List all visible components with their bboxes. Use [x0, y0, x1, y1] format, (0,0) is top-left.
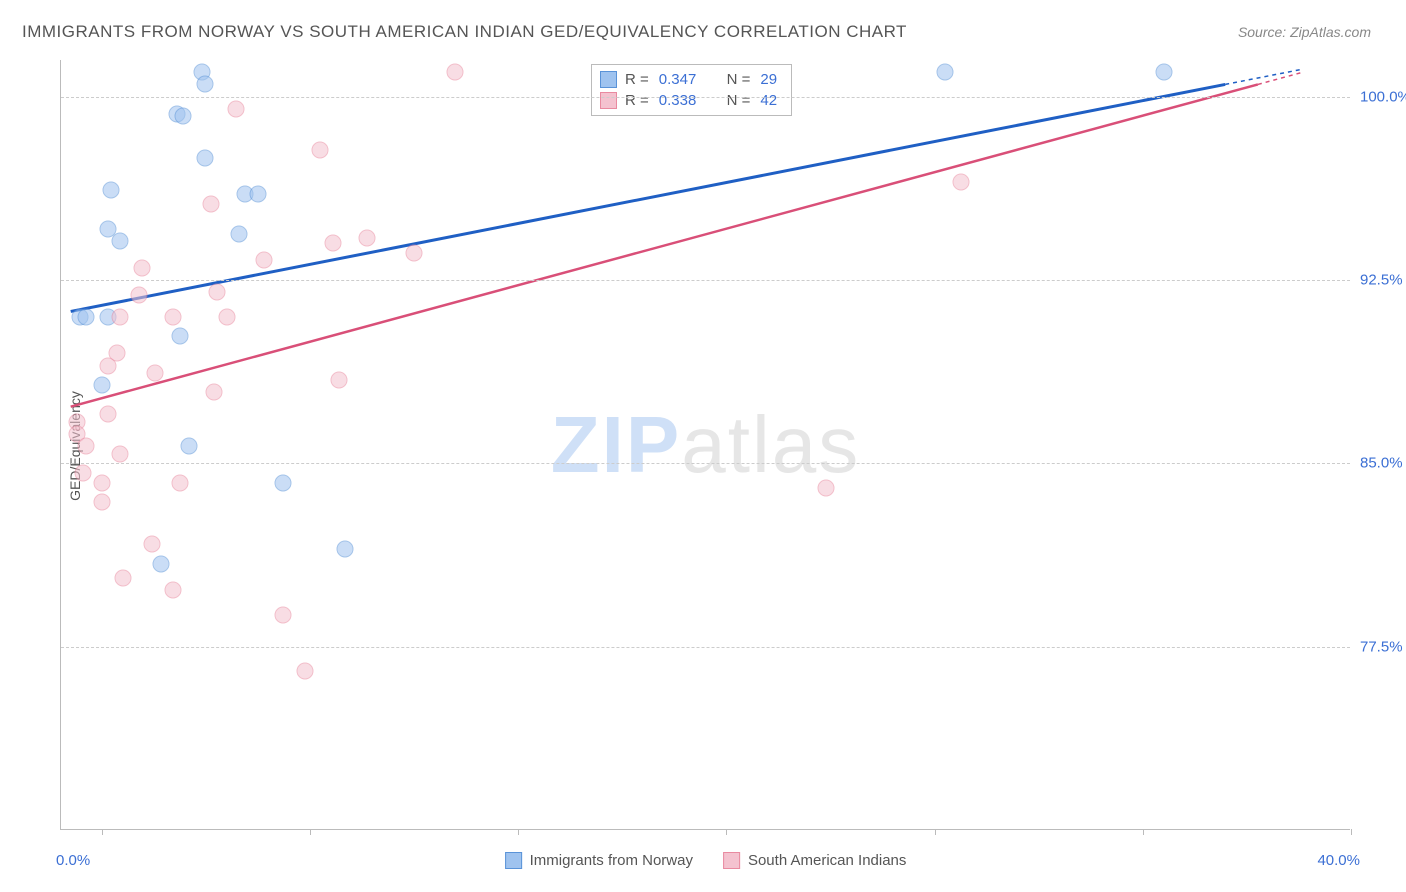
scatter-point — [359, 230, 376, 247]
scatter-point — [952, 174, 969, 191]
legend-item: South American Indians — [723, 852, 906, 869]
scatter-point — [112, 308, 129, 325]
correlation-legend: R = 0.347 N = 29 R = 0.338 N = 42 — [591, 64, 792, 116]
scatter-point — [209, 284, 226, 301]
scatter-point — [174, 108, 191, 125]
scatter-point — [231, 225, 248, 242]
scatter-point — [296, 663, 313, 680]
legend-swatch — [600, 92, 617, 109]
scatter-point — [936, 64, 953, 81]
gridline-h — [61, 97, 1350, 98]
x-axis-max-label: 40.0% — [1317, 852, 1360, 869]
scatter-point — [77, 438, 94, 455]
legend-r-label: R = — [625, 92, 649, 109]
legend-n-value: 29 — [760, 71, 777, 88]
scatter-point — [330, 372, 347, 389]
scatter-point — [274, 474, 291, 491]
scatter-point — [312, 142, 329, 159]
scatter-point — [324, 235, 341, 252]
legend-n-label: N = — [727, 71, 751, 88]
scatter-point — [227, 100, 244, 117]
scatter-point — [93, 494, 110, 511]
x-tick — [310, 829, 311, 835]
scatter-point — [196, 149, 213, 166]
scatter-point — [99, 357, 116, 374]
scatter-point — [102, 181, 119, 198]
gridline-h — [61, 280, 1350, 281]
scatter-point — [274, 606, 291, 623]
legend-row: R = 0.347 N = 29 — [600, 69, 783, 90]
scatter-point — [112, 445, 129, 462]
scatter-point — [171, 328, 188, 345]
legend-r-value: 0.338 — [659, 92, 697, 109]
scatter-point — [249, 186, 266, 203]
legend-swatch — [723, 852, 740, 869]
watermark-bold: ZIP — [551, 400, 681, 489]
scatter-point — [146, 364, 163, 381]
legend-row: R = 0.338 N = 42 — [600, 90, 783, 111]
y-tick-label: 100.0% — [1360, 88, 1406, 105]
watermark: ZIPatlas — [551, 399, 860, 491]
scatter-point — [171, 474, 188, 491]
scatter-point — [446, 64, 463, 81]
y-tick-label: 77.5% — [1360, 638, 1406, 655]
scatter-point — [152, 555, 169, 572]
series-legend: Immigrants from Norway South American Ind… — [505, 852, 907, 869]
scatter-point — [818, 479, 835, 496]
legend-n-label: N = — [727, 92, 751, 109]
scatter-point — [256, 252, 273, 269]
scatter-point — [181, 438, 198, 455]
scatter-point — [131, 286, 148, 303]
scatter-point — [165, 308, 182, 325]
trend-lines — [61, 60, 1350, 829]
x-tick — [726, 829, 727, 835]
legend-r-value: 0.347 — [659, 71, 697, 88]
scatter-point — [93, 474, 110, 491]
source-attribution: Source: ZipAtlas.com — [1238, 24, 1371, 40]
legend-label: Immigrants from Norway — [530, 852, 693, 869]
legend-n-value: 42 — [760, 92, 777, 109]
scatter-point — [206, 384, 223, 401]
scatter-point — [134, 259, 151, 276]
legend-swatch — [505, 852, 522, 869]
scatter-point — [337, 540, 354, 557]
scatter-point — [112, 232, 129, 249]
scatter-point — [196, 76, 213, 93]
scatter-point — [405, 245, 422, 262]
scatter-point — [93, 377, 110, 394]
x-tick — [935, 829, 936, 835]
gridline-h — [61, 463, 1350, 464]
gridline-h — [61, 647, 1350, 648]
scatter-point — [202, 196, 219, 213]
y-tick-label: 92.5% — [1360, 272, 1406, 289]
scatter-point — [165, 582, 182, 599]
legend-item: Immigrants from Norway — [505, 852, 693, 869]
x-tick — [102, 829, 103, 835]
scatter-point — [77, 308, 94, 325]
x-tick — [1143, 829, 1144, 835]
scatter-point — [1155, 64, 1172, 81]
x-tick — [1351, 829, 1352, 835]
x-tick — [518, 829, 519, 835]
scatter-point — [143, 536, 160, 553]
scatter-point — [218, 308, 235, 325]
watermark-rest: atlas — [681, 400, 860, 489]
chart-title: IMMIGRANTS FROM NORWAY VS SOUTH AMERICAN… — [22, 22, 907, 42]
scatter-point — [115, 570, 132, 587]
y-tick-label: 85.0% — [1360, 455, 1406, 472]
scatter-point — [74, 465, 91, 482]
legend-r-label: R = — [625, 71, 649, 88]
x-axis-min-label: 0.0% — [56, 852, 90, 869]
scatter-point — [99, 406, 116, 423]
plot-area: ZIPatlas R =0.347 N =29R =0.338 N =42 Im… — [60, 60, 1350, 830]
legend-swatch — [600, 71, 617, 88]
legend-label: South American Indians — [748, 852, 906, 869]
